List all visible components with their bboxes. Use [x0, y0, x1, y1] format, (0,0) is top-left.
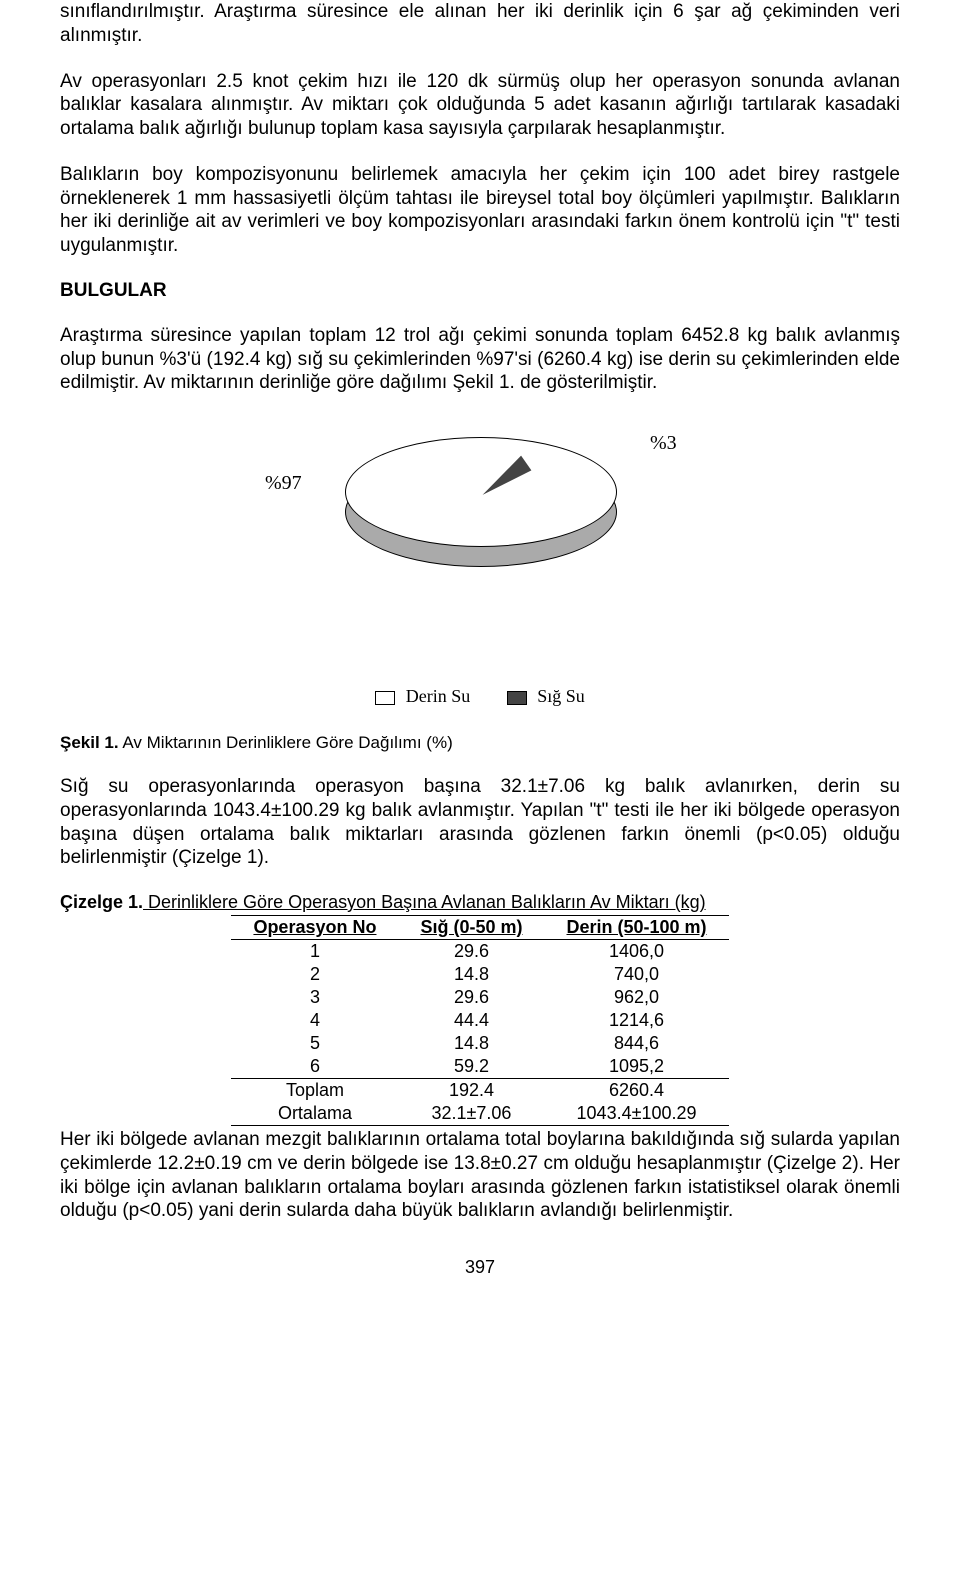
- table-row: 214.8740,0: [231, 963, 728, 986]
- pie-legend: Derin Su Sığ Su: [120, 686, 840, 707]
- table-cell: 1: [231, 940, 398, 964]
- legend-text-derin: Derin Su: [406, 686, 471, 706]
- table-row: 514.8844,6: [231, 1032, 728, 1055]
- table-cell: 29.6: [398, 940, 544, 964]
- legend-swatch-derin: [375, 691, 395, 705]
- table-cell: 1406,0: [545, 940, 729, 964]
- table1-total-label: Toplam: [231, 1079, 398, 1103]
- table1: Operasyon No Sığ (0-50 m) Derin (50-100 …: [231, 915, 728, 1126]
- table1-avg-label: Ortalama: [231, 1102, 398, 1126]
- table-cell: 5: [231, 1032, 398, 1055]
- table1-col-header: Sığ (0-50 m): [398, 916, 544, 940]
- table-cell: 4: [231, 1009, 398, 1032]
- table-cell: 844,6: [545, 1032, 729, 1055]
- table-cell: 6: [231, 1055, 398, 1079]
- table1-col-header: Operasyon No: [231, 916, 398, 940]
- table1-total-derin: 6260.4: [545, 1079, 729, 1103]
- figure1-caption-label: Şekil 1.: [60, 733, 119, 752]
- section-heading-bulgular: BULGULAR: [60, 280, 900, 302]
- body-paragraph: Araştırma süresince yapılan toplam 12 tr…: [60, 324, 900, 395]
- table1-total-row: Toplam 192.4 6260.4: [231, 1079, 728, 1103]
- table1-avg-sig: 32.1±7.06: [398, 1102, 544, 1126]
- body-paragraph: Balıkların boy kompozisyonunu belirlemek…: [60, 163, 900, 258]
- legend-item-sig: Sığ Su: [507, 686, 585, 707]
- pie-wrap: [345, 437, 615, 557]
- table1-avg-row: Ortalama 32.1±7.06 1043.4±100.29: [231, 1102, 728, 1126]
- table1-col-header: Derin (50-100 m): [545, 916, 729, 940]
- table-cell: 1095,2: [545, 1055, 729, 1079]
- figure1-caption-text: Av Miktarının Derinliklere Göre Dağılımı…: [119, 733, 453, 752]
- page-container: sınıflandırılmıştır. Araştırma süresince…: [0, 0, 960, 1318]
- table-cell: 740,0: [545, 963, 729, 986]
- table-row: 329.6962,0: [231, 986, 728, 1009]
- table-row: 129.61406,0: [231, 940, 728, 964]
- table1-caption: Çizelge 1. Derinliklere Göre Operasyon B…: [60, 892, 900, 913]
- figure1-caption: Şekil 1. Av Miktarının Derinliklere Göre…: [60, 733, 900, 753]
- table-cell: 1214,6: [545, 1009, 729, 1032]
- table-cell: 59.2: [398, 1055, 544, 1079]
- pie-label-left: %97: [265, 472, 302, 495]
- legend-swatch-sig: [507, 691, 527, 705]
- body-paragraph: Av operasyonları 2.5 knot çekim hızı ile…: [60, 70, 900, 141]
- body-paragraph: sınıflandırılmıştır. Araştırma süresince…: [60, 0, 900, 48]
- legend-item-derin: Derin Su: [375, 686, 470, 707]
- table1-caption-label: Çizelge 1.: [60, 892, 143, 912]
- table-row: 444.41214,6: [231, 1009, 728, 1032]
- table-cell: 44.4: [398, 1009, 544, 1032]
- table1-avg-derin: 1043.4±100.29: [545, 1102, 729, 1126]
- body-paragraph: Sığ su operasyonlarında operasyon başına…: [60, 775, 900, 870]
- table-cell: 962,0: [545, 986, 729, 1009]
- pie-chart-figure: %97 %3 Derin Su Sığ Su: [120, 417, 840, 727]
- table-cell: 14.8: [398, 1032, 544, 1055]
- body-paragraph: Her iki bölgede avlanan mezgit balıkları…: [60, 1128, 900, 1223]
- table1-caption-text: Derinliklere Göre Operasyon Başına Avlan…: [143, 892, 706, 912]
- table1-body: 129.61406,0214.8740,0329.6962,0444.41214…: [231, 940, 728, 1079]
- legend-text-sig: Sığ Su: [537, 686, 585, 706]
- table-cell: 2: [231, 963, 398, 986]
- table1-total-sig: 192.4: [398, 1079, 544, 1103]
- pie-label-right: %3: [650, 432, 677, 455]
- table-cell: 3: [231, 986, 398, 1009]
- table-cell: 29.6: [398, 986, 544, 1009]
- table-row: 659.21095,2: [231, 1055, 728, 1079]
- table-cell: 14.8: [398, 963, 544, 986]
- page-number: 397: [60, 1257, 900, 1278]
